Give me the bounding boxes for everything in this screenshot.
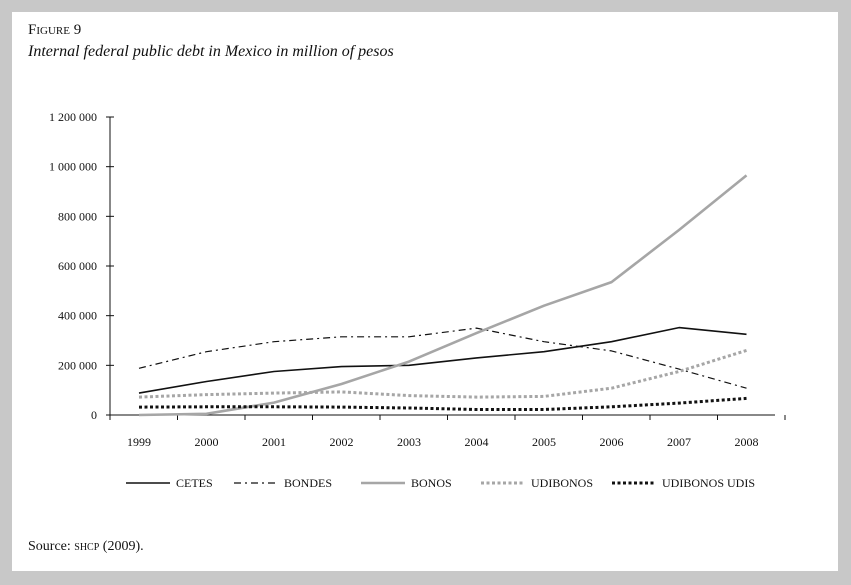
y-tick-label: 0: [91, 408, 97, 422]
legend-label-udibonos-udis: UDIBONOS UDIS: [662, 476, 755, 490]
source-org: shcp: [74, 539, 100, 554]
x-tick-label: 2002: [330, 435, 354, 449]
y-tick-label: 200 000: [58, 358, 97, 372]
legend-label-cetes: CETES: [176, 476, 213, 490]
y-tick-label: 400 000: [58, 309, 97, 323]
x-tick-label: 2001: [262, 435, 286, 449]
figure-label: Figure 9: [28, 22, 82, 38]
series-line-bonos: [138, 174, 748, 417]
figure-title: Internal federal public debt in Mexico i…: [28, 43, 394, 60]
x-tick-label: 2007: [667, 435, 691, 449]
series-line-udibonos: [138, 348, 747, 399]
chart-series: [138, 174, 748, 417]
y-tick-label: 600 000: [58, 259, 97, 273]
x-tick-label: 1999: [127, 435, 151, 449]
figure-frame: Figure 9 Internal federal public debt in…: [12, 12, 838, 571]
x-tick-label: 2008: [735, 435, 759, 449]
legend-label-udibonos: UDIBONOS: [531, 476, 593, 490]
series-line-udibonos-udis: [138, 396, 747, 411]
y-tick-label: 1 200 000: [49, 110, 97, 124]
legend-label-bondes: BONDES: [284, 476, 332, 490]
x-tick-label: 2005: [532, 435, 556, 449]
x-tick-label: 2006: [600, 435, 624, 449]
chart-axes: 0 200 000 400 000 600 000 800 000 1 000 000 1 …: [49, 110, 786, 449]
legend-label-bonos: BONOS: [411, 476, 452, 490]
x-tick-label: 2003: [397, 435, 421, 449]
y-tick-label: 800 000: [58, 209, 97, 223]
x-tick-label: 2004: [465, 435, 489, 449]
figure-source: Source: shcp (2009).: [28, 539, 144, 555]
chart-legend: CETES BONDES BONOS UDIBONOS UDIBONOS UDIS: [126, 476, 755, 490]
x-tick-label: 2000: [195, 435, 219, 449]
series-line-cetes: [138, 326, 747, 394]
source-prefix: Source:: [28, 539, 71, 554]
series-line-bondes: [138, 327, 747, 389]
y-tick-label: 1 000 000: [49, 160, 97, 174]
source-year: (2009).: [102, 539, 144, 554]
